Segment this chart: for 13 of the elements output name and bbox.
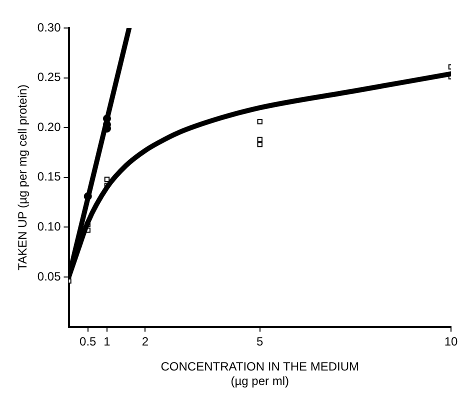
y-tick-label: 0.05 (37, 269, 62, 284)
x-tick-label: 10 (444, 334, 458, 348)
x-tick-label: 1 (104, 334, 111, 348)
x-tick-label: 5 (256, 334, 264, 348)
x-tick-label: 0.5 (80, 334, 97, 348)
y-tick-label: 0.10 (37, 220, 62, 234)
x-axis-title: CONCENTRATION IN THE MEDIUM (µg per ml) (160, 360, 359, 388)
y-axis-title: TAKEN UP (µg per mg cell protein) (16, 84, 30, 270)
x-tick-label: 2 (142, 334, 149, 348)
y-tick-label: 0.20 (37, 120, 62, 134)
y-tick-label: 0.15 (37, 170, 62, 184)
y-tick-label: 0.25 (37, 70, 62, 84)
y-tick-label: 0.30 (37, 20, 62, 34)
